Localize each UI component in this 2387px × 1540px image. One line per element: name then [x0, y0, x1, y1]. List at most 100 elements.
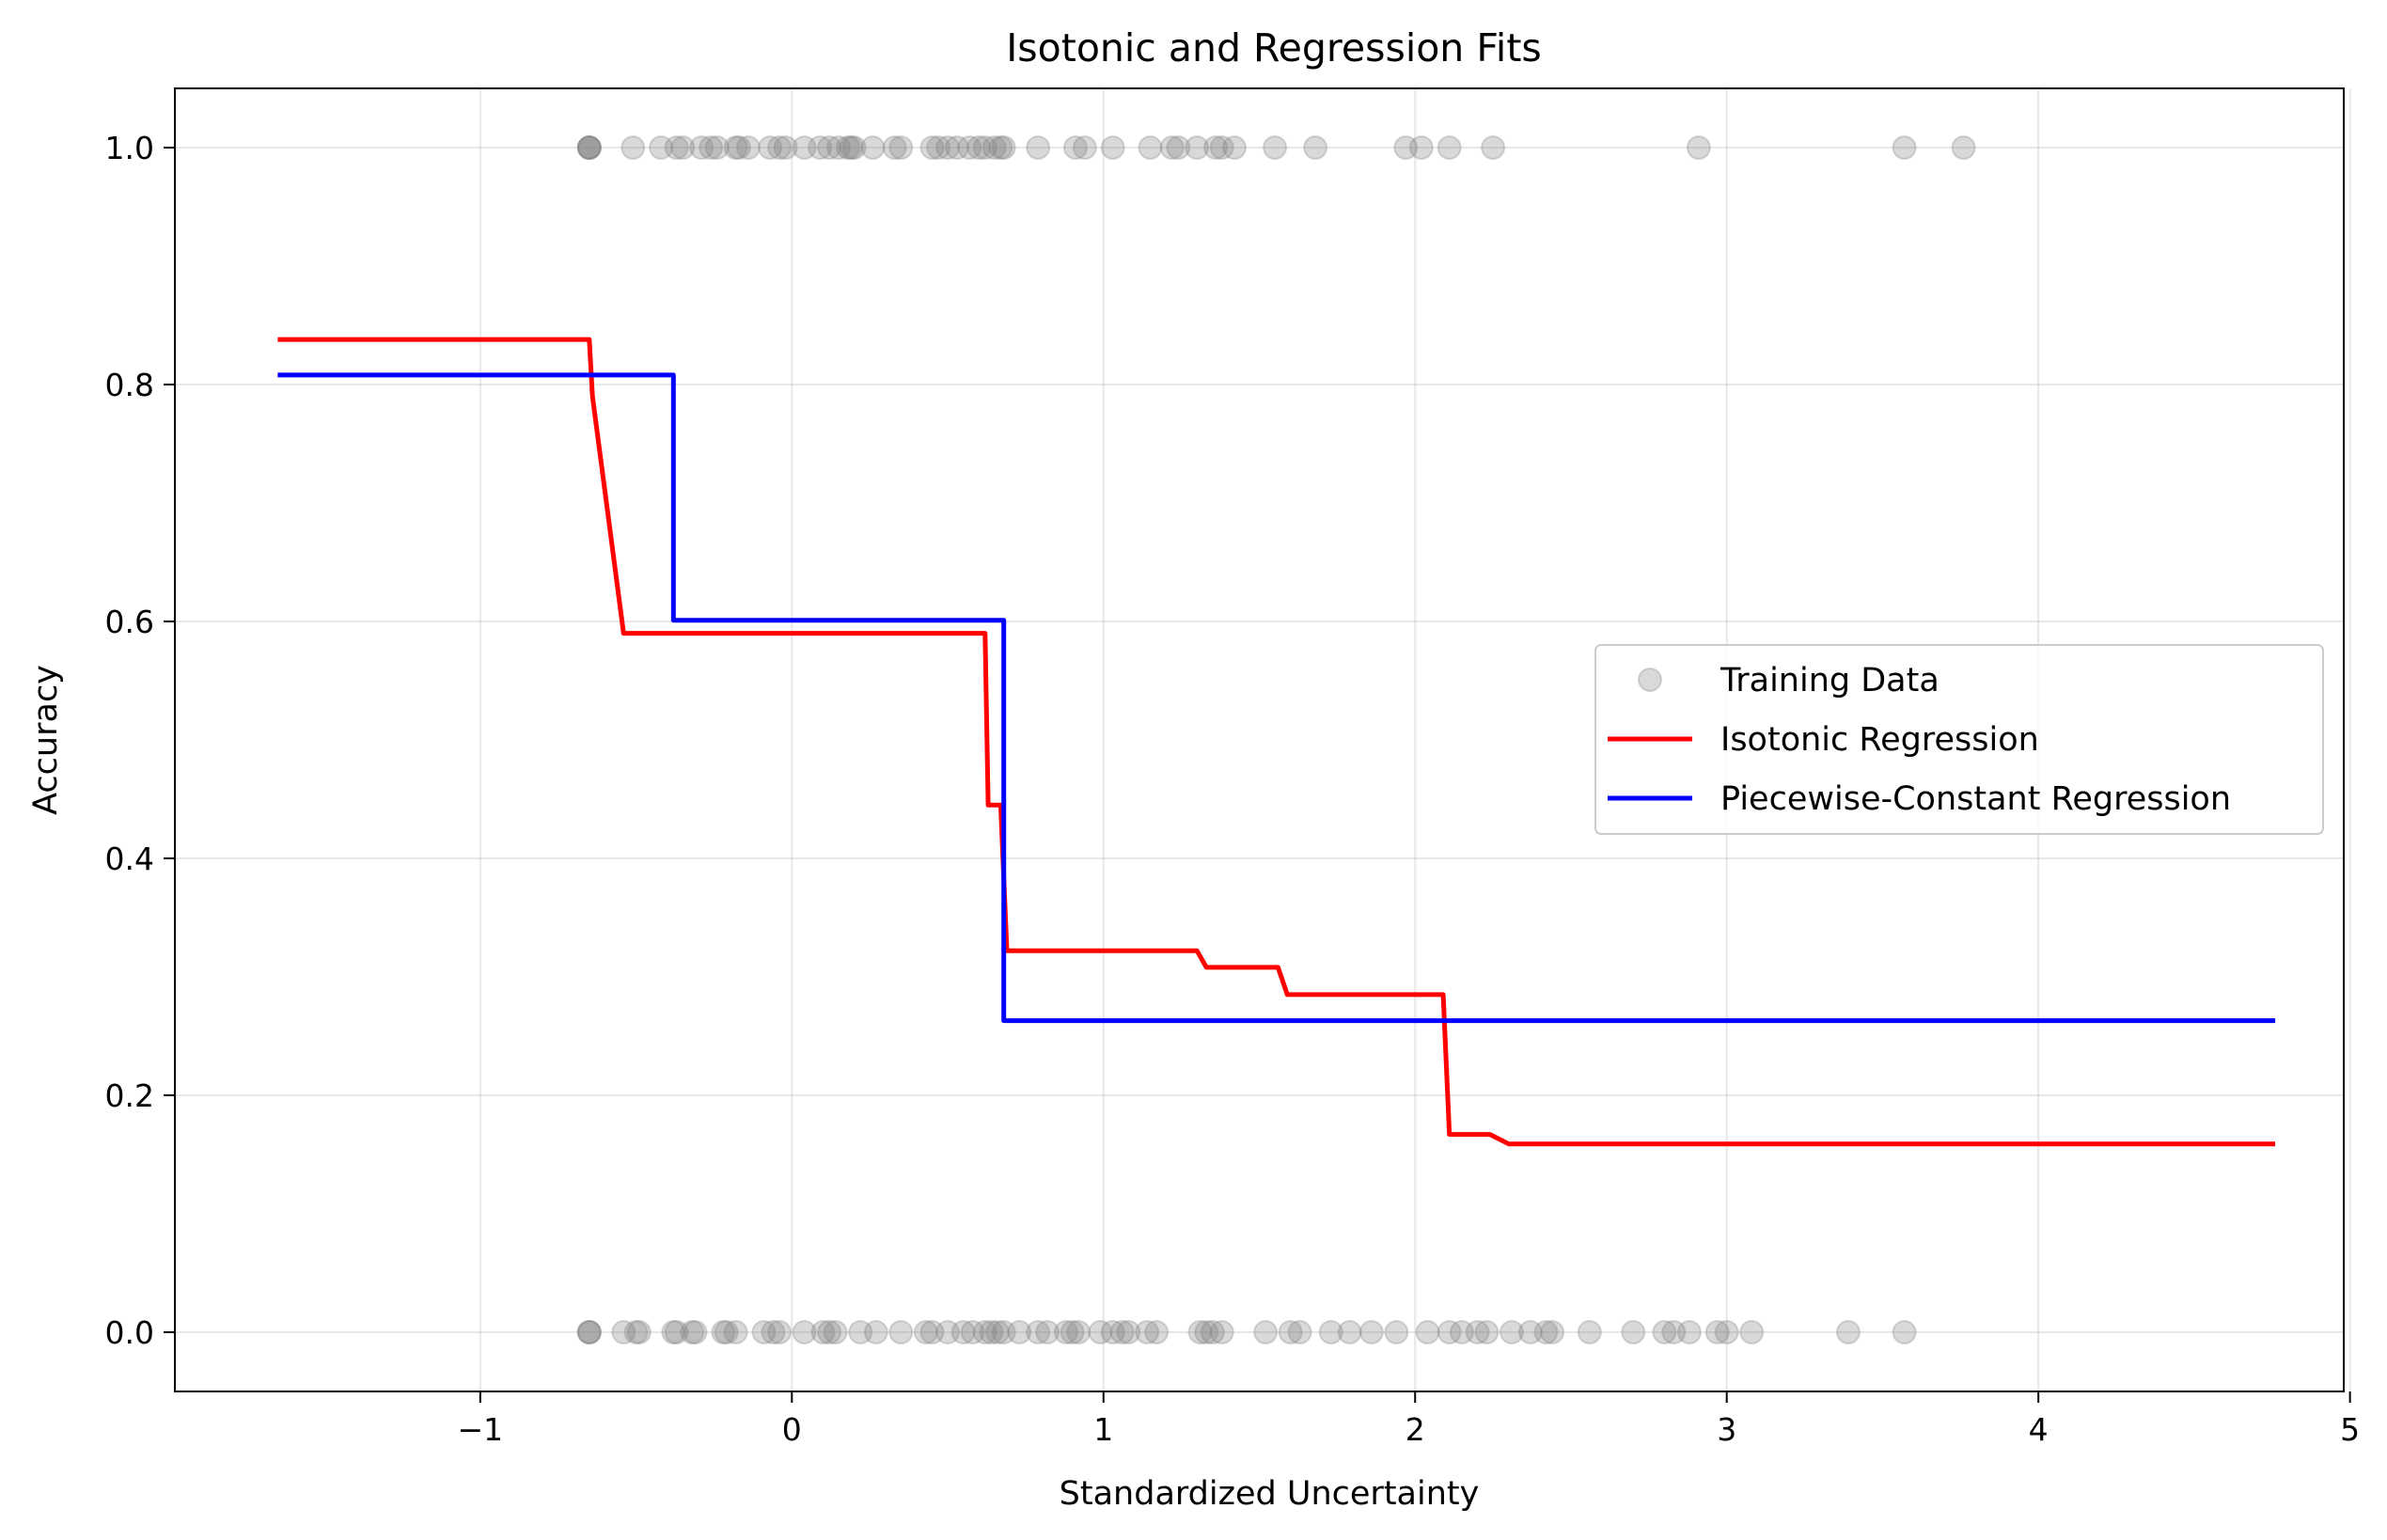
training-data-point	[1100, 1320, 1125, 1344]
training-data-point	[835, 135, 860, 160]
training-data-point	[1892, 1320, 1917, 1344]
grid	[175, 88, 2351, 1391]
training-data-point	[808, 135, 833, 160]
y-tick-label: 0.6	[105, 604, 154, 640]
training-data-point	[1035, 1320, 1060, 1344]
training-data-point	[1185, 135, 1210, 160]
training-data-point	[1253, 1320, 1279, 1344]
training-data-point	[985, 1320, 1011, 1344]
training-data-point	[767, 1320, 793, 1344]
training-data-point	[611, 1320, 636, 1344]
training-data-point	[758, 135, 783, 160]
training-data-point	[1144, 1320, 1170, 1344]
training-data-point	[1209, 1320, 1234, 1344]
training-data-point	[767, 135, 793, 160]
training-data-point	[848, 1320, 873, 1344]
training-data-point	[888, 1320, 914, 1344]
training-data-point	[1499, 1320, 1524, 1344]
training-data-point	[810, 1320, 836, 1344]
training-data-point	[926, 135, 951, 160]
training-data-point	[664, 135, 689, 160]
training-data-point	[792, 1320, 817, 1344]
legend: Training Data Isotonic Regression Piecew…	[1594, 644, 2324, 835]
training-data-point	[1661, 1320, 1687, 1344]
training-data-point	[1408, 135, 1434, 160]
training-data-point	[823, 1320, 848, 1344]
training-data-point	[1835, 1320, 1861, 1344]
training-data-point	[683, 1320, 708, 1344]
training-data-point	[839, 135, 864, 160]
training-data-point	[1062, 135, 1088, 160]
x-tick-label: 0	[782, 1411, 802, 1448]
training-data-point	[991, 1320, 1016, 1344]
training-data-point	[704, 135, 730, 160]
x-tick-label: 3	[1717, 1411, 1736, 1448]
training-data-point	[1109, 1320, 1135, 1344]
training-data-point	[1209, 135, 1234, 160]
training-data-point	[649, 135, 674, 160]
training-data-point	[726, 135, 751, 160]
y-tick-label: 1.0	[105, 130, 154, 166]
training-data-point	[919, 1320, 945, 1344]
training-data-point	[966, 135, 992, 160]
training-data-point	[991, 135, 1016, 160]
training-data-point	[1318, 1320, 1343, 1344]
training-data-point	[576, 135, 602, 160]
training-data-point	[979, 1320, 1004, 1344]
training-data-point	[1187, 1320, 1213, 1344]
training-data-point	[1437, 1320, 1462, 1344]
training-data-point	[1384, 1320, 1409, 1344]
training-data-point	[576, 135, 602, 160]
training-data-point	[1053, 1320, 1078, 1344]
training-data-point	[1474, 1320, 1500, 1344]
training-data-point	[576, 1320, 602, 1344]
training-data-points	[576, 135, 1976, 1344]
training-data-point	[689, 135, 715, 160]
training-data-point	[761, 1320, 786, 1344]
y-tick-label: 0.0	[105, 1314, 154, 1351]
training-data-point	[1200, 1320, 1225, 1344]
training-data-point	[817, 135, 842, 160]
chart-title: Isotonic and Regression Fits	[1006, 25, 1542, 71]
training-data-point	[1116, 1320, 1141, 1344]
training-data-point	[841, 135, 867, 160]
training-data-point	[1203, 135, 1229, 160]
training-data-point	[664, 1320, 689, 1344]
x-axis-ticks: −1 0 1 2 3 4 5	[458, 1391, 2360, 1448]
training-data-point	[623, 1320, 649, 1344]
y-tick-label: 0.4	[105, 841, 154, 877]
training-data-point	[661, 1320, 686, 1344]
training-data-point	[723, 135, 748, 160]
training-data-point	[626, 1320, 652, 1344]
legend-label-training-data: Training Data	[1720, 662, 1939, 699]
legend-label-isotonic: Isotonic Regression	[1720, 721, 2039, 759]
legend-marker-training-data	[1638, 668, 1662, 692]
training-data-point	[935, 135, 961, 160]
training-data-point	[1686, 135, 1711, 160]
x-tick-label: 4	[2029, 1411, 2049, 1448]
x-tick-label: 5	[2340, 1411, 2360, 1448]
training-data-point	[1166, 135, 1191, 160]
training-data-point	[576, 1320, 602, 1344]
training-data-point	[576, 135, 602, 160]
y-axis-label: Accuracy	[27, 665, 65, 815]
training-data-point	[620, 135, 646, 160]
training-data-point	[670, 135, 696, 160]
training-data-point	[1714, 1320, 1739, 1344]
training-data-point	[1415, 1320, 1440, 1344]
training-data-point	[1704, 1320, 1730, 1344]
training-data-point	[1287, 1320, 1312, 1344]
training-data-point	[1263, 135, 1288, 160]
training-data-point	[1221, 135, 1247, 160]
y-axis-ticks: 0.0 0.2 0.4 0.6 0.8 1.0	[105, 130, 175, 1351]
training-data-point	[1278, 1320, 1303, 1344]
training-data-point	[1577, 1320, 1602, 1344]
training-data-point	[960, 1320, 985, 1344]
training-data-point	[863, 1320, 888, 1344]
training-data-point	[1621, 1320, 1646, 1344]
x-tick-label: 2	[1406, 1411, 1425, 1448]
training-data-point	[1393, 135, 1419, 160]
training-data-point	[1060, 1320, 1085, 1344]
training-data-point	[957, 135, 982, 160]
